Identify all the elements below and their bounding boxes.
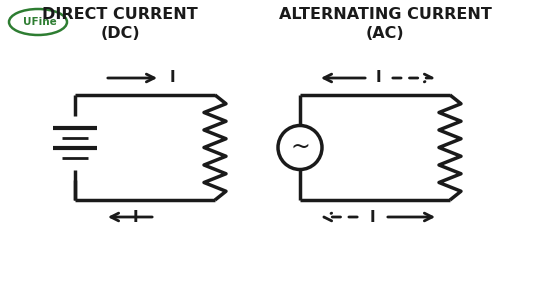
Text: I: I [170, 70, 175, 86]
Text: I: I [133, 209, 138, 224]
Text: ~: ~ [290, 134, 310, 158]
Text: DIRECT CURRENT
(DC): DIRECT CURRENT (DC) [42, 7, 198, 40]
Text: I: I [369, 209, 375, 224]
Text: I: I [375, 70, 381, 86]
Text: ALTERNATING CURRENT
(AC): ALTERNATING CURRENT (AC) [278, 7, 492, 40]
Text: UFine: UFine [23, 17, 57, 27]
